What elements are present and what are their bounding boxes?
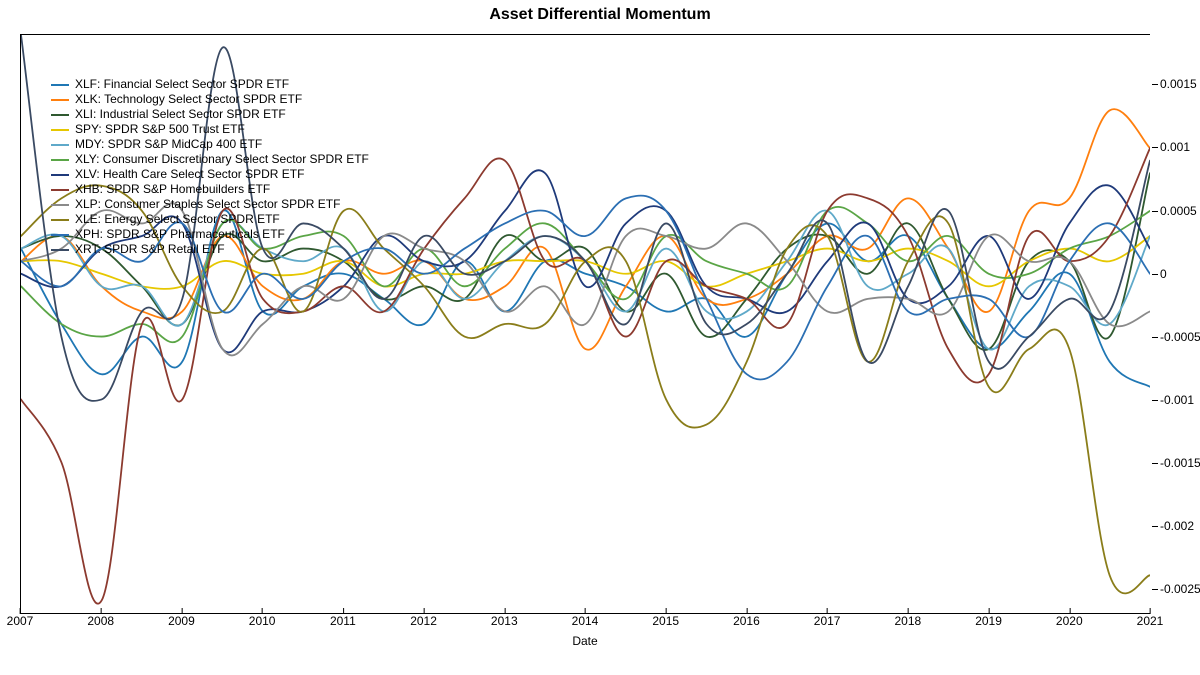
legend-item: XRT: SPDR S&P Retail ETF: [51, 242, 369, 257]
legend-swatch: [51, 174, 69, 176]
legend-swatch: [51, 159, 69, 161]
legend-label: XLK: Technology Select Sector SPDR ETF: [75, 92, 302, 107]
legend-label: XLF: Financial Select Sector SPDR ETF: [75, 77, 289, 92]
legend-label: XLY: Consumer Discretionary Select Secto…: [75, 152, 369, 167]
y-tick: 0.0015: [1160, 77, 1197, 91]
x-tick: 2010: [249, 614, 276, 628]
x-tick: 2012: [410, 614, 437, 628]
y-tick: -0.001: [1160, 393, 1194, 407]
legend-swatch: [51, 129, 69, 131]
legend-item: XLY: Consumer Discretionary Select Secto…: [51, 152, 369, 167]
legend-item: XLK: Technology Select Sector SPDR ETF: [51, 92, 369, 107]
legend-label: XLP: Consumer Staples Select Sector SPDR…: [75, 197, 340, 212]
legend-label: SPY: SPDR S&P 500 Trust ETF: [75, 122, 245, 137]
x-tick: 2021: [1137, 614, 1164, 628]
legend-item: XLF: Financial Select Sector SPDR ETF: [51, 77, 369, 92]
x-axis: Date 20072008200920102011201220132014201…: [20, 614, 1150, 654]
legend-item: XLI: Industrial Select Sector SPDR ETF: [51, 107, 369, 122]
x-tick: 2008: [87, 614, 114, 628]
x-tick: 2019: [975, 614, 1002, 628]
chart-container: Asset Differential Momentum XLF: Financi…: [0, 0, 1200, 675]
legend-swatch: [51, 234, 69, 236]
x-tick: 2011: [330, 614, 356, 628]
y-tick: 0.0005: [1160, 204, 1197, 218]
legend-swatch: [51, 189, 69, 191]
x-axis-label: Date: [20, 634, 1150, 648]
legend-label: MDY: SPDR S&P MidCap 400 ETF: [75, 137, 262, 152]
y-tick: -0.0015: [1160, 456, 1200, 470]
legend-label: XHB: SPDR S&P Homebuilders ETF: [75, 182, 270, 197]
x-tick: 2018: [894, 614, 921, 628]
x-tick: 2016: [733, 614, 760, 628]
legend-swatch: [51, 114, 69, 116]
legend-item: XHB: SPDR S&P Homebuilders ETF: [51, 182, 369, 197]
legend-swatch: [51, 99, 69, 101]
legend-label: XPH: SPDR S&P Pharmaceuticals ETF: [75, 227, 285, 242]
y-axis: -0.0025 -0.002 -0.0015 -0.001 -0.0005 0 0.0005…: [1152, 34, 1200, 614]
x-tick: 2017: [814, 614, 841, 628]
legend-label: XRT: SPDR S&P Retail ETF: [75, 242, 225, 257]
legend-item: XPH: SPDR S&P Pharmaceuticals ETF: [51, 227, 369, 242]
legend-item: XLE: Energy Select Sector SPDR ETF: [51, 212, 369, 227]
legend: XLF: Financial Select Sector SPDR ETFXLK…: [51, 77, 369, 257]
legend-item: SPY: SPDR S&P 500 Trust ETF: [51, 122, 369, 137]
chart-title: Asset Differential Momentum: [0, 6, 1200, 24]
legend-label: XLV: Health Care Select Sector SPDR ETF: [75, 167, 304, 182]
y-tick: -0.0025: [1160, 582, 1200, 596]
x-tick: 2013: [491, 614, 518, 628]
x-tick: 2007: [7, 614, 34, 628]
legend-swatch: [51, 204, 69, 206]
x-tick: 2015: [652, 614, 679, 628]
x-tick: 2014: [572, 614, 599, 628]
legend-swatch: [51, 249, 69, 251]
legend-item: MDY: SPDR S&P MidCap 400 ETF: [51, 137, 369, 152]
plot-area: XLF: Financial Select Sector SPDR ETFXLK…: [20, 34, 1150, 614]
y-tick: 0.001: [1160, 140, 1190, 154]
legend-item: XLP: Consumer Staples Select Sector SPDR…: [51, 197, 369, 212]
x-tick: 2020: [1056, 614, 1083, 628]
legend-item: XLV: Health Care Select Sector SPDR ETF: [51, 167, 369, 182]
legend-label: XLE: Energy Select Sector SPDR ETF: [75, 212, 280, 227]
y-tick: 0: [1160, 267, 1167, 281]
legend-swatch: [51, 144, 69, 146]
legend-swatch: [51, 84, 69, 86]
x-tick: 2009: [168, 614, 195, 628]
y-tick: -0.0005: [1160, 330, 1200, 344]
legend-label: XLI: Industrial Select Sector SPDR ETF: [75, 107, 286, 122]
y-tick: -0.002: [1160, 519, 1194, 533]
legend-swatch: [51, 219, 69, 221]
